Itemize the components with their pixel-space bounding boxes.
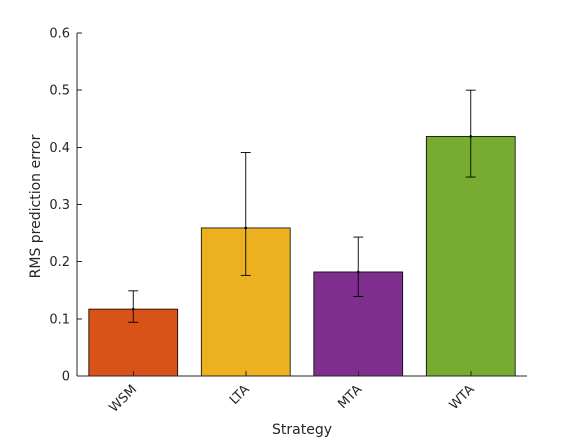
y-axis-label: RMS prediction error: [28, 134, 44, 278]
y-axis-ticks: 0 0.1 0.2 0.3 0.4 0.5 0.6: [49, 27, 82, 385]
y-tick-label: 0.2: [49, 255, 70, 270]
y-tick-label: 0: [62, 370, 70, 385]
mean-marker: [131, 307, 135, 311]
x-tick-label: MTA: [335, 382, 365, 412]
bars: [88, 136, 516, 377]
mean-marker: [356, 270, 360, 274]
y-tick-label: 0.4: [49, 141, 70, 156]
x-tick-label: WSM: [107, 382, 140, 415]
x-axis-label: Strategy: [272, 422, 332, 438]
error-bars: [128, 89, 476, 323]
x-tick-label: LTA: [227, 382, 253, 408]
y-tick-label: 0.6: [49, 27, 70, 42]
x-tick-label: WTA: [447, 382, 478, 413]
y-tick-label: 0.3: [49, 198, 70, 213]
mean-marker: [244, 226, 248, 230]
y-tick-label: 0.1: [49, 312, 70, 327]
x-axis-ticks: WSM LTA MTA WTA: [107, 371, 478, 416]
y-tick-label: 0.5: [49, 84, 70, 99]
mean-marker: [469, 135, 473, 138]
